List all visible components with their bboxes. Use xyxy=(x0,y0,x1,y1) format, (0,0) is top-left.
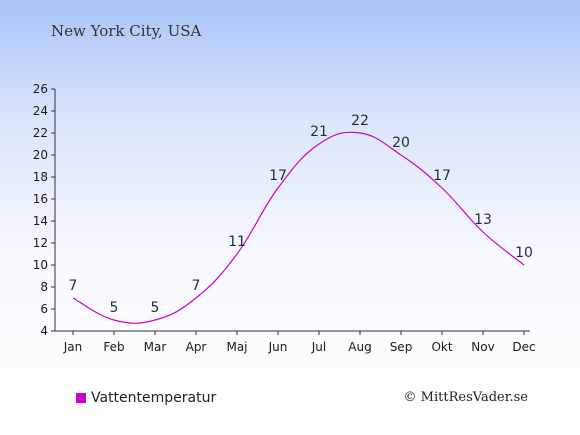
data-label: 22 xyxy=(351,113,369,129)
y-tick-label: 10 xyxy=(33,258,48,272)
x-tick-label: Jun xyxy=(268,340,288,354)
y-axis-ticks: 4 6 8 10 12 14 16 18 20 22 24 26 xyxy=(33,82,55,338)
y-tick-label: 16 xyxy=(33,192,48,206)
y-tick-label: 12 xyxy=(33,236,48,250)
data-label: 5 xyxy=(110,300,119,316)
x-tick-label: Sep xyxy=(390,340,413,354)
data-label: 5 xyxy=(151,300,160,316)
y-tick-label: 8 xyxy=(40,280,48,294)
x-tick-label: Maj xyxy=(226,340,247,354)
x-tick-label: Mar xyxy=(144,340,167,354)
y-tick-label: 20 xyxy=(33,148,48,162)
data-label: 7 xyxy=(69,278,78,294)
y-tick-label: 24 xyxy=(33,104,48,118)
data-label: 13 xyxy=(474,212,492,228)
y-tick-label: 14 xyxy=(33,214,48,228)
x-tick-label: Apr xyxy=(186,340,207,354)
x-tick-label: Aug xyxy=(348,340,371,354)
x-tick-label: Jan xyxy=(63,340,83,354)
y-tick-label: 22 xyxy=(33,126,48,140)
data-label: 10 xyxy=(515,245,533,261)
legend-label: Vattentemperatur xyxy=(91,390,217,406)
chart-title: New York City, USA xyxy=(51,22,202,40)
credit-text: © MittResVader.se xyxy=(403,390,528,405)
y-tick-label: 18 xyxy=(33,170,48,184)
x-tick-label: Okt xyxy=(431,340,452,354)
data-label: 11 xyxy=(228,234,246,250)
x-tick-label: Jul xyxy=(311,340,326,354)
x-tick-label: Feb xyxy=(103,340,124,354)
y-tick-label: 26 xyxy=(33,82,48,96)
data-label: 21 xyxy=(310,124,328,140)
data-label: 7 xyxy=(192,278,201,294)
data-label: 17 xyxy=(433,168,451,184)
series-layer xyxy=(72,131,525,324)
y-tick-label: 6 xyxy=(40,302,48,316)
x-tick-label: Nov xyxy=(471,340,494,354)
data-labels: 7 5 5 7 11 17 21 22 20 17 13 10 xyxy=(69,113,533,316)
data-label: 17 xyxy=(269,168,287,184)
legend-swatch xyxy=(76,393,86,403)
data-label: 20 xyxy=(392,135,410,151)
x-axis-ticks: Jan Feb Mar Apr Maj Jun Jul Aug Sep Okt Nov Dec xyxy=(63,331,536,354)
axes xyxy=(54,89,530,332)
series-line-vattentemperatur xyxy=(72,131,525,324)
legend: Vattentemperatur xyxy=(76,390,216,406)
x-tick-label: Dec xyxy=(512,340,535,354)
y-tick-label: 4 xyxy=(40,324,48,338)
